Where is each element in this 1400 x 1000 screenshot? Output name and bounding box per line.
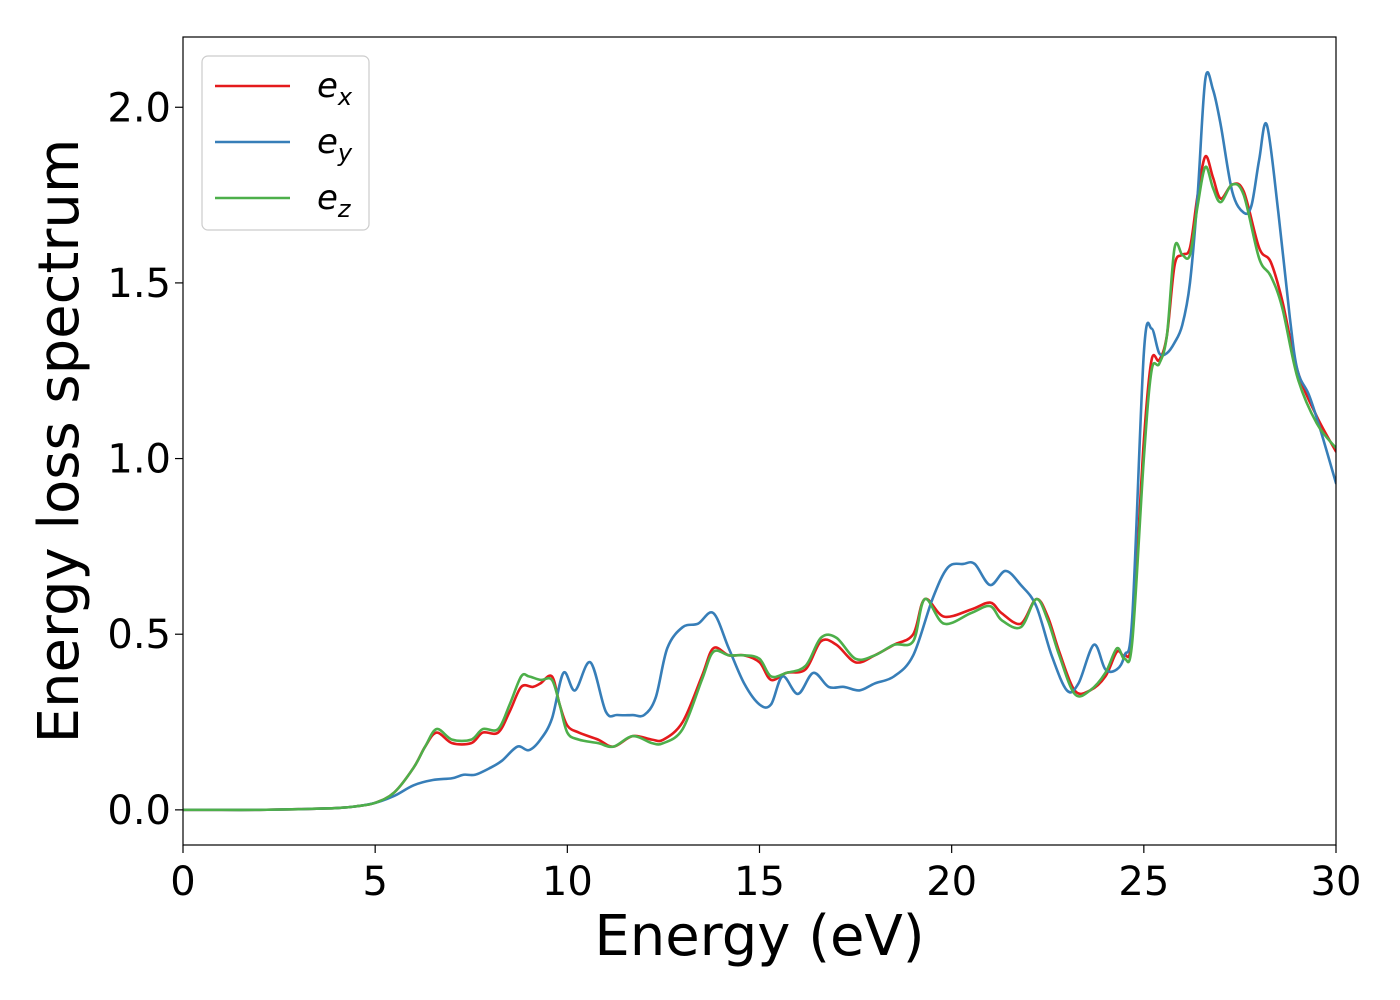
legend-label-e-z: ez [317,178,352,223]
y-tick-label: 0.0 [107,788,171,834]
x-tick-label: 5 [362,859,387,905]
plot-area [183,71,1336,812]
legend-label-e-y: ey [317,122,353,167]
legend-label-e-x: ex [317,66,353,111]
x-tick-label: 0 [170,859,195,905]
x-axis: 0 5 10 15 20 25 30 [170,845,1361,905]
x-tick-label: 15 [734,859,785,905]
series-line-e-z [183,165,1336,812]
x-tick-label: 30 [1311,859,1362,905]
y-axis: 0.0 0.5 1.0 1.5 2.0 [107,85,183,834]
y-tick-label: 2.0 [107,85,171,131]
x-tick-label: 10 [542,859,593,905]
x-tick-label: 20 [926,859,977,905]
y-axis-title: Energy loss spectrum [27,139,92,744]
legend: ex ey ez [201,55,370,231]
y-tick-label: 0.5 [107,612,171,658]
y-tick-label: 1.0 [107,437,171,483]
series-line-e-x [183,154,1336,812]
series-line-e-y [183,71,1336,812]
x-tick-label: 25 [1118,859,1169,905]
x-axis-title: Energy (eV) [594,904,924,969]
y-tick-label: 1.5 [107,261,171,307]
